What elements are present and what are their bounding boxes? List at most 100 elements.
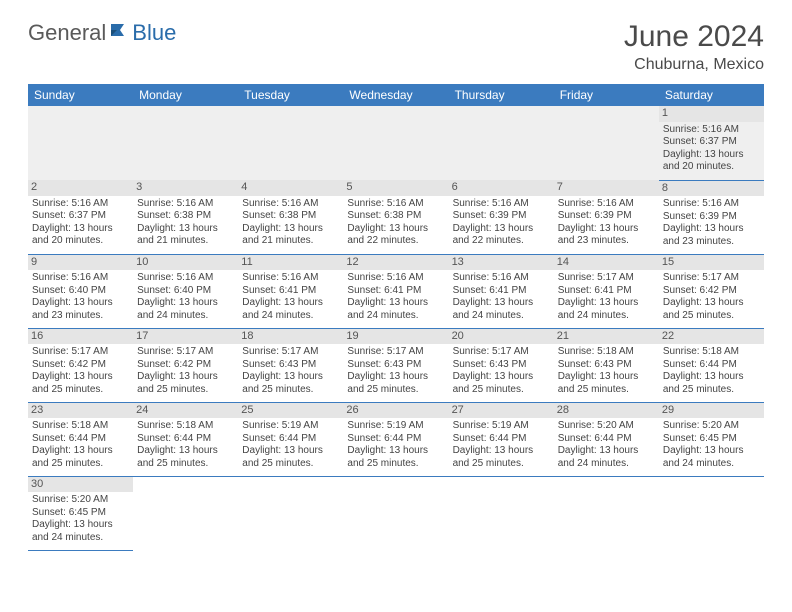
sunrise-line: Sunrise: 5:17 AM <box>663 272 760 285</box>
sunrise-line: Sunrise: 5:16 AM <box>347 198 444 211</box>
sunrise-line: Sunrise: 5:16 AM <box>32 198 129 211</box>
calendar-cell: 6Sunrise: 5:16 AMSunset: 6:39 PMDaylight… <box>449 180 554 254</box>
sunset-line: Sunset: 6:43 PM <box>453 359 550 372</box>
sunrise-line: Sunrise: 5:16 AM <box>453 198 550 211</box>
sunrise-line: Sunrise: 5:19 AM <box>347 420 444 433</box>
day-number: 14 <box>554 255 659 271</box>
daylight-line: Daylight: 13 hours and 22 minutes. <box>347 223 444 248</box>
sunrise-line: Sunrise: 5:16 AM <box>453 272 550 285</box>
calendar-cell: 22Sunrise: 5:18 AMSunset: 6:44 PMDayligh… <box>659 328 764 402</box>
calendar-row: 23Sunrise: 5:18 AMSunset: 6:44 PMDayligh… <box>28 402 764 476</box>
day-number: 30 <box>28 477 133 493</box>
day-number: 16 <box>28 329 133 345</box>
sunset-line: Sunset: 6:41 PM <box>558 285 655 298</box>
daylight-line: Daylight: 13 hours and 24 minutes. <box>663 445 760 470</box>
calendar-cell: 12Sunrise: 5:16 AMSunset: 6:41 PMDayligh… <box>343 254 448 328</box>
sunset-line: Sunset: 6:44 PM <box>32 433 129 446</box>
sunset-line: Sunset: 6:40 PM <box>137 285 234 298</box>
sunset-line: Sunset: 6:41 PM <box>242 285 339 298</box>
weekday-header: Saturday <box>659 84 764 106</box>
sunrise-line: Sunrise: 5:18 AM <box>663 346 760 359</box>
daylight-line: Daylight: 13 hours and 21 minutes. <box>242 223 339 248</box>
calendar-cell: 4Sunrise: 5:16 AMSunset: 6:38 PMDaylight… <box>238 180 343 254</box>
sunset-line: Sunset: 6:38 PM <box>347 210 444 223</box>
title-block: June 2024 Chuburna, Mexico <box>624 20 764 74</box>
day-number: 29 <box>659 403 764 419</box>
sunrise-line: Sunrise: 5:16 AM <box>663 198 760 211</box>
sunset-line: Sunset: 6:45 PM <box>663 433 760 446</box>
sunset-line: Sunset: 6:37 PM <box>663 136 760 149</box>
sunset-line: Sunset: 6:42 PM <box>137 359 234 372</box>
daylight-line: Daylight: 13 hours and 25 minutes. <box>663 297 760 322</box>
day-number: 6 <box>449 180 554 196</box>
calendar-row: 9Sunrise: 5:16 AMSunset: 6:40 PMDaylight… <box>28 254 764 328</box>
sunset-line: Sunset: 6:39 PM <box>558 210 655 223</box>
sunrise-line: Sunrise: 5:18 AM <box>137 420 234 433</box>
calendar-row: 2Sunrise: 5:16 AMSunset: 6:37 PMDaylight… <box>28 180 764 254</box>
header: General Blue June 2024 Chuburna, Mexico <box>28 20 764 74</box>
sunrise-line: Sunrise: 5:16 AM <box>558 198 655 211</box>
day-number: 18 <box>238 329 343 345</box>
calendar-cell: 15Sunrise: 5:17 AMSunset: 6:42 PMDayligh… <box>659 254 764 328</box>
sunset-line: Sunset: 6:44 PM <box>453 433 550 446</box>
sunrise-line: Sunrise: 5:20 AM <box>558 420 655 433</box>
sunrise-line: Sunrise: 5:17 AM <box>32 346 129 359</box>
logo-text-blue: Blue <box>132 20 176 46</box>
day-number: 26 <box>343 403 448 419</box>
daylight-line: Daylight: 13 hours and 25 minutes. <box>32 445 129 470</box>
day-number: 25 <box>238 403 343 419</box>
sunrise-line: Sunrise: 5:18 AM <box>558 346 655 359</box>
sunset-line: Sunset: 6:44 PM <box>137 433 234 446</box>
day-number: 21 <box>554 329 659 345</box>
sunset-line: Sunset: 6:38 PM <box>137 210 234 223</box>
daylight-line: Daylight: 13 hours and 25 minutes. <box>453 371 550 396</box>
sunrise-line: Sunrise: 5:16 AM <box>663 124 760 137</box>
sunrise-line: Sunrise: 5:20 AM <box>32 494 129 507</box>
day-number: 22 <box>659 329 764 345</box>
sunrise-line: Sunrise: 5:20 AM <box>663 420 760 433</box>
calendar-table: SundayMondayTuesdayWednesdayThursdayFrid… <box>28 84 764 551</box>
calendar-row: 16Sunrise: 5:17 AMSunset: 6:42 PMDayligh… <box>28 328 764 402</box>
logo-text-general: General <box>28 20 106 46</box>
calendar-cell: 3 Sunrise: 5:16 AMSunset: 6:38 PMDaylight… <box>133 180 238 254</box>
sunrise-line: Sunrise: 5:18 AM <box>32 420 129 433</box>
day-number: 7 <box>554 180 659 196</box>
sunrise-line: Sunrise: 5:17 AM <box>453 346 550 359</box>
calendar-body: 1Sunrise: 5:16 AMSunset: 6:37 PMDaylight… <box>28 106 764 550</box>
daylight-line: Daylight: 13 hours and 23 minutes. <box>663 223 760 248</box>
calendar-cell-empty <box>343 106 448 180</box>
sunset-line: Sunset: 6:37 PM <box>32 210 129 223</box>
weekday-header: Thursday <box>449 84 554 106</box>
calendar-cell-empty <box>449 476 554 550</box>
day-number: 8 <box>659 181 764 197</box>
daylight-line: Daylight: 13 hours and 25 minutes. <box>347 371 444 396</box>
sunset-line: Sunset: 6:44 PM <box>663 359 760 372</box>
daylight-line: Daylight: 13 hours and 20 minutes. <box>663 149 760 174</box>
daylight-line: Daylight: 13 hours and 21 minutes. <box>137 223 234 248</box>
calendar-cell: 17Sunrise: 5:17 AMSunset: 6:42 PMDayligh… <box>133 328 238 402</box>
calendar-cell: 5 Sunrise: 5:16 AMSunset: 6:38 PMDaylight… <box>343 180 448 254</box>
daylight-line: Daylight: 13 hours and 25 minutes. <box>242 445 339 470</box>
sunrise-line: Sunrise: 5:16 AM <box>137 198 234 211</box>
sunset-line: Sunset: 6:44 PM <box>558 433 655 446</box>
calendar-header-row: SundayMondayTuesdayWednesdayThursdayFrid… <box>28 84 764 106</box>
day-number: 3 <box>133 180 238 196</box>
calendar-cell: 21Sunrise: 5:18 AMSunset: 6:43 PMDayligh… <box>554 328 659 402</box>
sunrise-line: Sunrise: 5:19 AM <box>242 420 339 433</box>
sunrise-line: Sunrise: 5:19 AM <box>453 420 550 433</box>
page-subtitle: Chuburna, Mexico <box>624 56 764 74</box>
daylight-line: Daylight: 13 hours and 25 minutes. <box>347 445 444 470</box>
daylight-line: Daylight: 13 hours and 25 minutes. <box>242 371 339 396</box>
sunset-line: Sunset: 6:44 PM <box>242 433 339 446</box>
calendar-cell-empty <box>554 106 659 180</box>
sunset-line: Sunset: 6:40 PM <box>32 285 129 298</box>
day-number: 5 <box>343 180 448 196</box>
calendar-cell: 27Sunrise: 5:19 AMSunset: 6:44 PMDayligh… <box>449 402 554 476</box>
calendar-cell: 9Sunrise: 5:16 AMSunset: 6:40 PMDaylight… <box>28 254 133 328</box>
calendar-cell: 20Sunrise: 5:17 AMSunset: 6:43 PMDayligh… <box>449 328 554 402</box>
daylight-line: Daylight: 13 hours and 22 minutes. <box>453 223 550 248</box>
calendar-cell-empty <box>133 106 238 180</box>
day-number: 2 <box>28 180 133 196</box>
sunrise-line: Sunrise: 5:17 AM <box>347 346 444 359</box>
calendar-cell: 25Sunrise: 5:19 AMSunset: 6:44 PMDayligh… <box>238 402 343 476</box>
